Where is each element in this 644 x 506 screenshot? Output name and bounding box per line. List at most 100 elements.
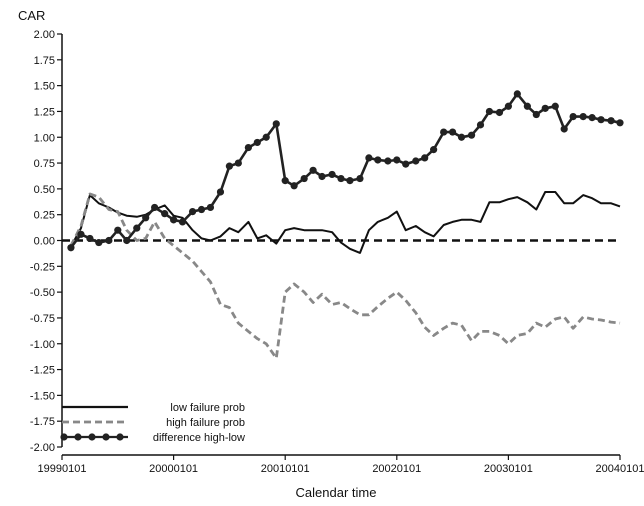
series-line-2 — [69, 192, 621, 360]
x-tick-label: 20040101 — [596, 463, 644, 475]
y-tick-label: -0.75 — [30, 313, 55, 325]
legend-label: high failure prob — [166, 417, 245, 429]
series-marker — [551, 102, 559, 110]
series-marker — [579, 113, 587, 121]
series-marker — [253, 138, 261, 147]
series-marker — [216, 188, 225, 196]
legend-marker — [74, 433, 82, 441]
series-marker — [374, 156, 382, 164]
series-marker — [430, 146, 438, 154]
series-marker — [309, 166, 317, 174]
legend: low failure prob high failure prob differe… — [60, 402, 245, 444]
series-marker — [384, 157, 392, 165]
series-marker — [178, 218, 187, 226]
y-tick-label: -0.50 — [30, 287, 55, 299]
series-marker — [151, 203, 159, 212]
x-tick-label: 20000101 — [149, 463, 198, 475]
series-marker — [513, 90, 521, 98]
series-line-1 — [70, 191, 621, 254]
legend-marker — [102, 433, 110, 441]
series-marker — [393, 156, 401, 164]
series-marker — [272, 120, 280, 128]
x-tick-label: 20010101 — [261, 463, 310, 475]
series-marker — [262, 133, 270, 141]
series-marker — [541, 104, 549, 112]
x-axis-ticks: 19990101 20000101 20010101 20020101 20030101… — [38, 455, 644, 475]
series-marker — [476, 121, 485, 129]
series-marker — [588, 114, 596, 122]
series-marker — [523, 102, 531, 110]
series-marker — [449, 128, 457, 136]
legend-marker — [60, 433, 68, 441]
x-tick-label: 20030101 — [484, 463, 533, 475]
legend-marker — [116, 433, 124, 441]
series-marker — [142, 214, 150, 222]
series-marker — [337, 174, 345, 183]
series-marker — [560, 125, 568, 133]
y-tick-label: -1.00 — [30, 339, 55, 351]
series-marker — [504, 102, 512, 110]
series-marker — [290, 182, 298, 190]
y-tick-label: 0.00 — [34, 236, 55, 248]
series-marker — [206, 203, 215, 212]
series-marker — [225, 162, 233, 170]
y-axis-title: CAR — [18, 8, 45, 23]
series-marker — [161, 210, 169, 218]
series-marker — [77, 230, 85, 238]
x-tick-label: 19990101 — [38, 463, 87, 475]
series-marker — [356, 174, 364, 183]
series-marker — [495, 108, 504, 117]
series-marker — [244, 143, 252, 152]
series-marker — [95, 238, 103, 247]
y-tick-label: 0.50 — [34, 184, 55, 196]
series-marker — [532, 110, 540, 119]
y-tick-label: -2.00 — [30, 442, 55, 454]
series-marker — [607, 117, 615, 125]
series-marker — [485, 107, 494, 116]
series-marker — [133, 224, 141, 232]
series-marker — [188, 207, 197, 216]
legend-marker — [88, 433, 96, 441]
series-marker — [67, 244, 75, 252]
series-marker — [318, 172, 326, 181]
series-marker — [234, 159, 242, 167]
series-marker — [421, 154, 429, 162]
series-marker — [328, 170, 336, 179]
series-marker — [457, 133, 466, 141]
y-tick-label: -1.75 — [30, 416, 55, 428]
y-tick-label: 1.25 — [34, 106, 55, 118]
series-marker — [569, 113, 577, 121]
series-marker — [300, 174, 308, 183]
series-marker — [86, 234, 94, 243]
y-tick-label: -1.50 — [30, 390, 55, 402]
series-marker — [123, 236, 131, 245]
series-marker — [197, 205, 206, 214]
series-marker — [346, 177, 354, 185]
legend-label: low failure prob — [170, 402, 245, 414]
series-marker — [365, 154, 373, 162]
y-tick-label: -0.25 — [30, 261, 55, 273]
series-marker — [467, 131, 476, 139]
series-marker — [597, 116, 605, 124]
legend-label: difference high-low — [153, 432, 245, 444]
series-marker — [114, 226, 122, 234]
series-marker — [616, 119, 624, 127]
y-tick-label: -1.25 — [30, 365, 55, 377]
series-marker — [412, 157, 420, 165]
y-tick-label: 0.25 — [34, 210, 55, 222]
y-axis-ticks: -2.00 -1.75 -1.50 -1.25 -1.00 -0.75 -0.50 -0.25… — [30, 29, 62, 454]
series-marker — [170, 216, 178, 224]
series-marker — [440, 128, 448, 136]
y-tick-label: 1.50 — [34, 81, 55, 93]
y-tick-label: 1.75 — [34, 55, 55, 67]
x-axis-title: Calendar time — [296, 485, 377, 500]
series-layer — [67, 90, 624, 360]
y-tick-label: 1.00 — [34, 132, 55, 144]
y-tick-label: 2.00 — [34, 29, 55, 41]
series-marker — [281, 177, 289, 185]
x-tick-label: 20020101 — [372, 463, 421, 475]
y-tick-label: 0.75 — [34, 158, 55, 170]
series-marker — [105, 236, 113, 245]
series-marker — [402, 160, 410, 168]
